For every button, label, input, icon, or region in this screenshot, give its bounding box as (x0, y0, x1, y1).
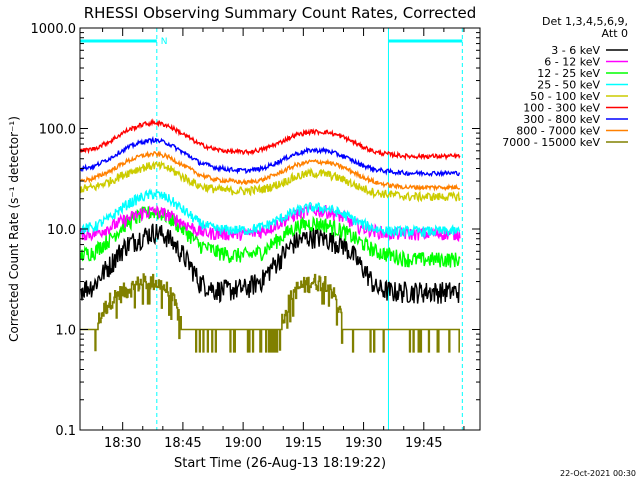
y-axis: 1000.0 100.0 10.0 1.0 0.1 (31, 22, 480, 439)
series-line-5 (79, 118, 461, 161)
legend-label: 800 - 7000 keV (516, 125, 600, 138)
legend-header: Att 0 (602, 27, 628, 40)
legend-label: 100 - 300 keV (523, 102, 600, 115)
chart-title: RHESSI Observing Summary Count Rates, Co… (84, 4, 477, 22)
series-line-8 (80, 273, 460, 353)
night-label: N (161, 37, 168, 47)
series-line-7 (80, 150, 461, 192)
x-axis-label: Start Time (26-Aug-13 18:19:22) (174, 456, 386, 471)
y-tick-label: 1.0 (55, 324, 76, 339)
y-tick-label: 100.0 (39, 123, 76, 138)
y-tick-label: 10.0 (47, 223, 76, 238)
y-tick-label: 1000.0 (31, 22, 77, 37)
x-axis: 18:30 18:45 19:00 19:15 19:30 19:45 (102, 28, 465, 451)
legend-label: 25 - 50 keV (537, 79, 600, 92)
legend-label: 3 - 6 keV (551, 44, 600, 57)
x-tick-label: 19:45 (405, 436, 442, 451)
legend-label: 12 - 25 keV (537, 67, 600, 80)
x-tick-label: 18:30 (104, 436, 141, 451)
legend-label: 50 - 100 keV (530, 90, 600, 103)
series-line-3 (79, 188, 461, 239)
footer-date: 22-Oct-2021 00:30 (560, 469, 636, 478)
x-tick-label: 19:30 (345, 436, 382, 451)
series-line-4 (79, 160, 461, 203)
x-tick-label: 19:15 (285, 436, 322, 451)
y-tick-label: 0.1 (55, 424, 76, 439)
x-tick-label: 19:00 (224, 436, 261, 451)
x-tick-label: 18:45 (164, 436, 201, 451)
legend-label: 6 - 12 keV (544, 56, 600, 69)
series-layer (79, 118, 461, 353)
legend-label: 300 - 800 keV (523, 113, 600, 126)
series-line-0 (80, 223, 461, 304)
y-axis-label: Corrected Count Rate (s⁻¹ detector⁻¹) (7, 116, 21, 342)
legend-label: 7000 - 15000 keV (502, 136, 600, 149)
series-line-6 (79, 135, 461, 178)
legend-header: Det 1,3,4,5,6,9, (542, 15, 628, 28)
